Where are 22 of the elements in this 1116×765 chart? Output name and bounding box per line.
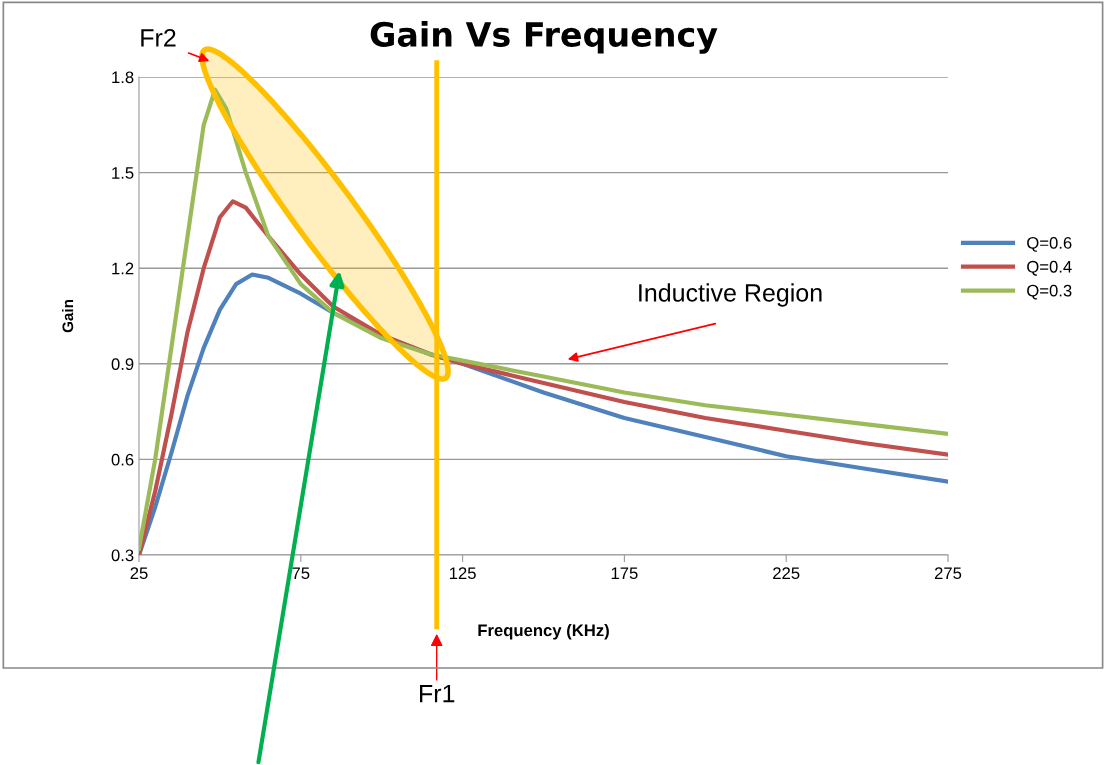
legend-label: Q=0.4	[1027, 260, 1072, 276]
line-series	[139, 87, 948, 551]
x-tick-label: 175	[611, 567, 638, 580]
x-axis-title: Frequency (KHz)	[478, 624, 609, 640]
y-tick-label: 1.8	[112, 71, 134, 84]
annotation: Inductive Region	[639, 283, 822, 307]
x-tick-label: 75	[292, 567, 310, 580]
x-tick-label: 25	[130, 567, 148, 580]
y-tick-label: 0.9	[111, 358, 134, 370]
ref-line-label: Fr1	[420, 684, 455, 703]
y-tick-label: 0.3	[111, 549, 134, 562]
y-axis-title: Gain	[62, 299, 74, 333]
y-tick-label: 1.2	[112, 262, 134, 275]
x-tick-label: 225	[773, 567, 800, 580]
chart-title: Gain Vs Frequency	[370, 21, 718, 54]
x-tick-label: 275	[934, 567, 962, 580]
x-tick-label: 125	[449, 567, 476, 580]
y-tick-label: 1.5	[112, 167, 134, 179]
text: Fr2	[141, 29, 176, 47]
legend-label: Q=0.3	[1027, 284, 1072, 300]
y-tick-label: 0.6	[111, 453, 134, 466]
legend-label: Q=0.6	[1027, 237, 1072, 252]
